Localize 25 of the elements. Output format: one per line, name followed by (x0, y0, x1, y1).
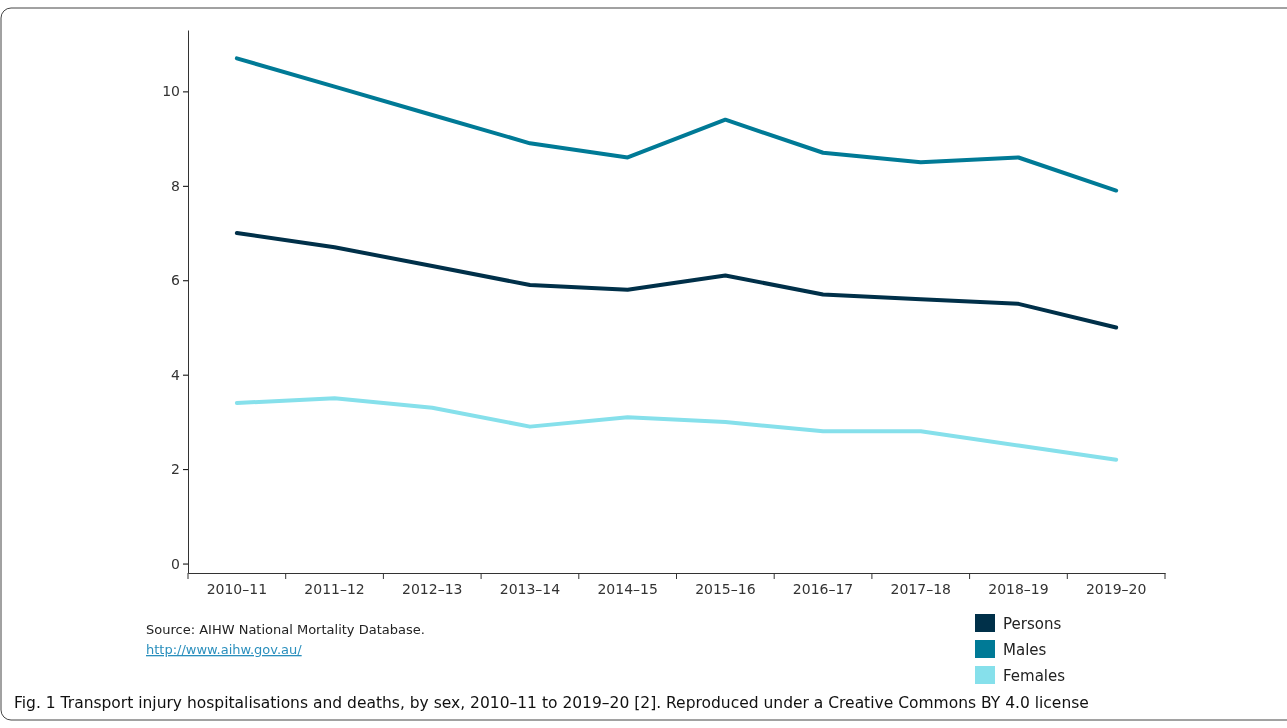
legend-label: Females (1003, 667, 1066, 685)
y-tick-label: 8 (171, 177, 180, 194)
x-tick-label: 2012–13 (402, 581, 463, 598)
y-tick-label: 2 (171, 461, 180, 478)
line-series (234, 231, 1119, 330)
text: Fig. 1 Transport injury hospitalisations and deaths, by sex, 2010–11 to 2019–20 [2]. Reproduced under a Creative Commons BY 4.0 license (14, 694, 1089, 712)
y-tick-label: 0 (171, 555, 180, 572)
x-tick-label: 2010–11 (206, 581, 268, 598)
legend-label: Males (1003, 641, 1047, 659)
y-tick-label: 10 (162, 83, 180, 100)
x-tick-label: 2015–16 (695, 581, 756, 598)
y-tick-label: 4 (171, 366, 181, 383)
x-tick-label: 2018–19 (988, 581, 1049, 598)
x-tick-label: 2013–14 (499, 581, 561, 598)
line-series (234, 396, 1119, 462)
x-tick-label: 2016–17 (792, 581, 854, 598)
source-note: Source: AIHW National Mortality Database. (146, 622, 425, 637)
x-tick-label: 2014–15 (597, 581, 658, 598)
legend-label: Persons (1003, 615, 1062, 633)
x-tick-label: 2017–18 (890, 581, 951, 598)
text: http://www.aihw.gov.au/ (146, 642, 303, 657)
x-tick-label: 2011–12 (304, 581, 365, 598)
y-tick-label: 6 (171, 272, 181, 289)
line-series (234, 56, 1119, 193)
x-tick-label: 2019–20 (1085, 581, 1147, 598)
